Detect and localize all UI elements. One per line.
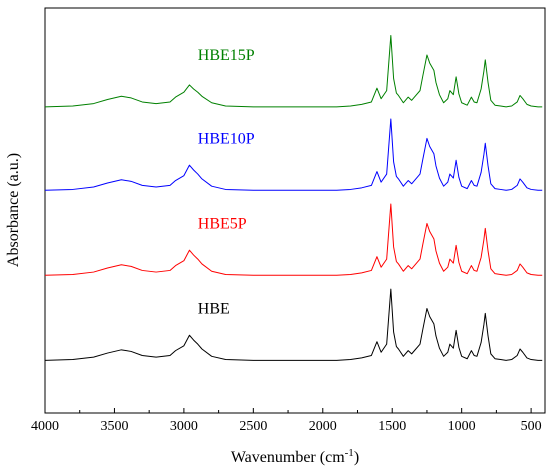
series-label-hbe15p: HBE15P [198, 47, 255, 64]
x-tick-label: 4000 [31, 419, 59, 434]
x-tick-label: 1500 [378, 419, 406, 434]
x-axis-title: Wavenumber (cm-1) [231, 447, 359, 466]
x-axis-title-end: ) [354, 449, 359, 466]
series-lines [44, 35, 543, 361]
x-axis-title-superscript: -1 [345, 447, 354, 459]
series-label-hbe10p: HBE10P [198, 130, 255, 147]
y-axis-title: Absorbance (a.u.) [5, 153, 22, 267]
series-label-hbe5p: HBE5P [198, 215, 247, 232]
x-tick-label: 3500 [100, 419, 128, 434]
series-line-hbe5p [44, 203, 543, 276]
x-tick-label: 500 [521, 419, 542, 434]
series-line-hbe [44, 288, 543, 361]
x-tick-label: 3000 [170, 419, 198, 434]
x-tick-label: 1000 [448, 419, 476, 434]
series-label-hbe: HBE [198, 300, 230, 317]
series-line-hbe15p [44, 35, 543, 108]
x-axis-ticks: 4000 3500 3000 2500 2000 1500 1000 500 [31, 408, 542, 434]
x-tick-label: 2000 [309, 419, 337, 434]
x-axis-title-main: Wavenumber (cm [231, 449, 345, 466]
x-tick-label: 2500 [239, 419, 267, 434]
series-line-hbe10p [44, 118, 543, 191]
plot-frame [44, 7, 546, 414]
series-labels: HBE HBE5P HBE10P HBE15P [198, 47, 255, 318]
